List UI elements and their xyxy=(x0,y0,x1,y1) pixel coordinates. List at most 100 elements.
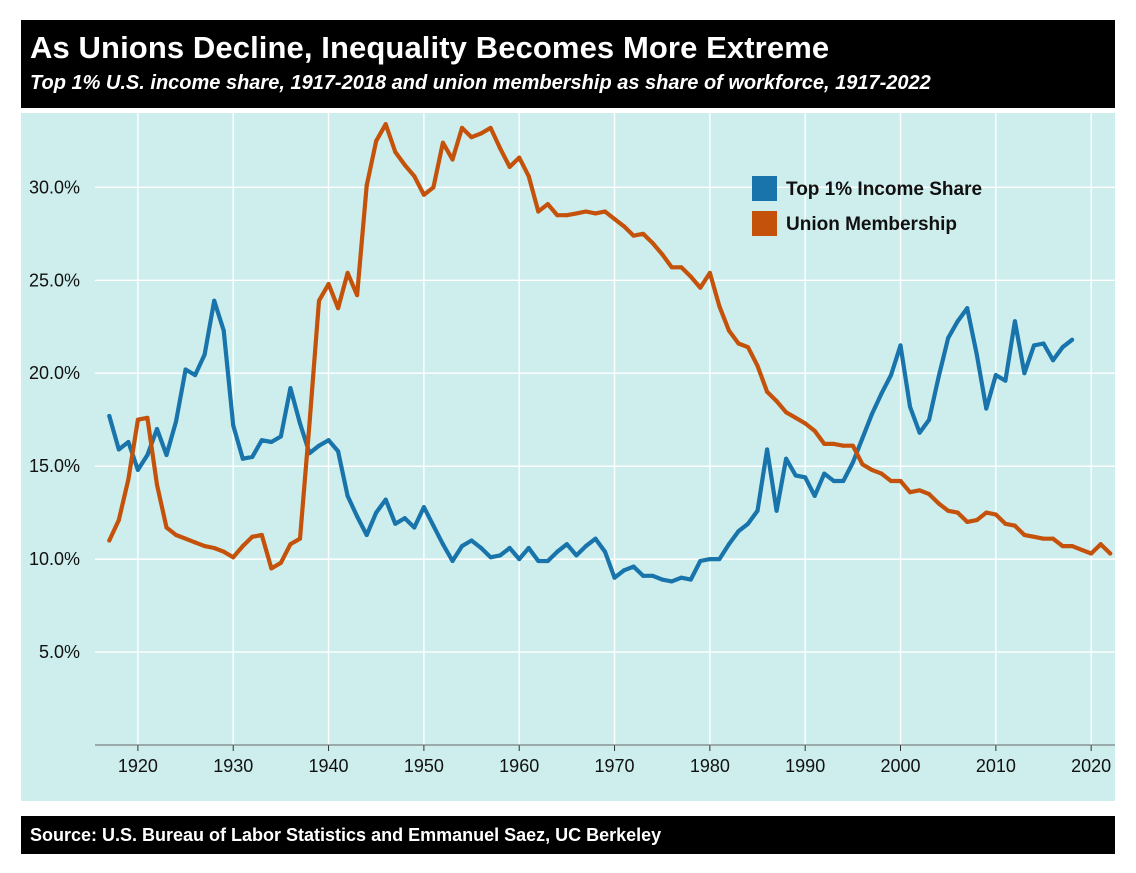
data-point xyxy=(374,138,379,143)
data-point xyxy=(498,146,503,151)
data-point xyxy=(1022,532,1027,537)
chart-header: As Unions Decline, Inequality Becomes Mo… xyxy=(21,20,1115,108)
data-point xyxy=(355,514,360,519)
data-point xyxy=(822,471,827,476)
data-point xyxy=(1003,521,1008,526)
data-point xyxy=(841,479,846,484)
data-point xyxy=(259,532,264,537)
data-point xyxy=(936,374,941,379)
chart-subtitle: Top 1% U.S. income share, 1917-2018 and … xyxy=(30,72,931,94)
data-point xyxy=(745,521,750,526)
data-point xyxy=(193,540,198,545)
data-point xyxy=(917,430,922,435)
x-tick-label: 2020 xyxy=(1071,756,1111,776)
data-point xyxy=(650,573,655,578)
data-point xyxy=(297,421,302,426)
data-series xyxy=(107,122,1113,584)
data-point xyxy=(240,544,245,549)
data-point xyxy=(402,163,407,168)
data-point xyxy=(393,150,398,155)
y-tick-label: 5.0% xyxy=(39,642,80,662)
y-tick-label: 10.0% xyxy=(29,549,80,569)
legend-swatch xyxy=(752,176,777,201)
data-point xyxy=(1031,534,1036,539)
data-point xyxy=(603,209,607,214)
data-point xyxy=(250,534,255,539)
data-point xyxy=(927,492,932,497)
y-tick-label: 30.0% xyxy=(29,177,80,197)
data-point xyxy=(698,285,703,290)
data-point xyxy=(440,542,445,547)
x-tick-label: 1960 xyxy=(499,756,539,776)
data-point xyxy=(259,438,264,443)
data-point xyxy=(126,440,131,445)
data-point xyxy=(774,399,779,404)
data-point xyxy=(803,421,808,426)
data-point xyxy=(1031,343,1036,348)
data-point xyxy=(250,454,255,459)
data-point xyxy=(450,157,455,162)
data-point xyxy=(831,479,836,484)
data-point xyxy=(612,575,617,580)
axes: 5.0% 10.0% 15.0% 20.0% 25.0% 30.0% 1920 1930 194… xyxy=(29,177,1115,776)
data-point xyxy=(431,523,436,528)
data-point xyxy=(507,164,512,169)
data-point xyxy=(803,475,808,480)
data-point xyxy=(126,477,131,482)
data-point xyxy=(1060,544,1065,549)
data-point xyxy=(641,573,646,578)
x-tick-label: 1980 xyxy=(690,756,730,776)
data-point xyxy=(593,211,598,216)
data-point xyxy=(860,436,865,441)
data-point xyxy=(717,557,722,562)
data-point xyxy=(688,577,693,582)
data-point xyxy=(564,542,569,547)
data-point xyxy=(622,568,627,573)
data-point xyxy=(1098,542,1103,547)
data-point xyxy=(974,518,979,523)
data-point xyxy=(440,140,445,145)
data-point xyxy=(488,125,493,130)
data-point xyxy=(603,549,607,554)
data-point xyxy=(955,510,960,515)
data-point xyxy=(726,542,731,547)
data-point xyxy=(107,538,112,543)
legend-swatch xyxy=(752,211,777,236)
data-point xyxy=(774,508,779,513)
data-point xyxy=(479,131,484,136)
data-point xyxy=(879,471,884,476)
data-point xyxy=(812,493,817,498)
x-tick-label: 1940 xyxy=(309,756,349,776)
data-point xyxy=(984,406,989,411)
data-point xyxy=(784,410,789,415)
data-point xyxy=(412,174,417,179)
data-point xyxy=(822,441,827,446)
data-point xyxy=(154,427,159,431)
data-point xyxy=(555,549,560,554)
data-point xyxy=(1012,523,1017,528)
data-point xyxy=(898,343,903,348)
data-point xyxy=(269,566,274,571)
data-point xyxy=(164,525,169,530)
data-point xyxy=(717,304,722,309)
data-point xyxy=(736,529,741,534)
data-point xyxy=(745,345,750,350)
data-point xyxy=(393,521,398,526)
x-tick-label: 1930 xyxy=(213,756,253,776)
data-point xyxy=(793,473,798,478)
data-point xyxy=(641,231,646,236)
x-tick-label: 1950 xyxy=(404,756,444,776)
data-point xyxy=(1022,371,1027,376)
data-point xyxy=(993,373,998,378)
data-point xyxy=(116,518,121,523)
data-point xyxy=(336,306,341,311)
data-point xyxy=(974,352,979,357)
data-point xyxy=(479,545,484,550)
data-point xyxy=(765,447,770,452)
data-point xyxy=(1089,551,1094,556)
data-point xyxy=(498,553,503,558)
data-point xyxy=(326,282,331,287)
data-point xyxy=(707,270,712,275)
data-point xyxy=(526,174,531,179)
data-point xyxy=(317,443,322,448)
